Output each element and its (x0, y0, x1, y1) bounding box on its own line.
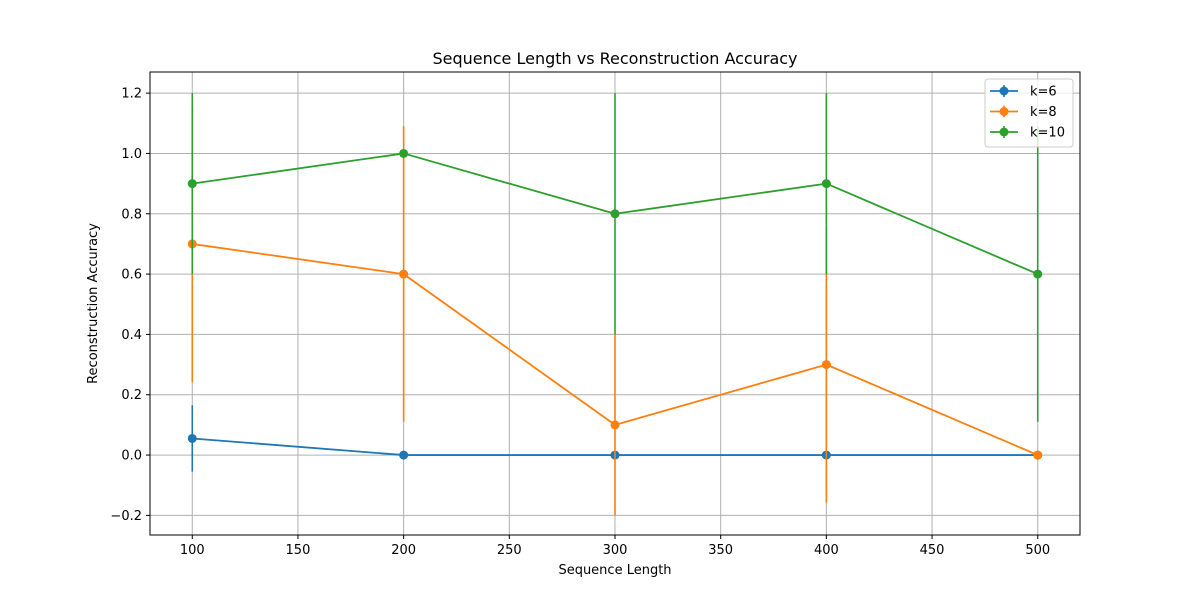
legend-label: k=8 (1030, 105, 1057, 120)
y-tick-label: 0.4 (121, 328, 142, 343)
y-tick-label: 1.0 (121, 147, 142, 162)
legend: k=6 k=8 k=10 (984, 78, 1074, 148)
y-tick-label: 1.2 (121, 87, 142, 102)
data-point (610, 420, 620, 430)
x-tick-label: 500 (1025, 543, 1050, 558)
data-point (1033, 450, 1043, 460)
data-point (187, 433, 197, 443)
x-tick-label: 100 (180, 543, 205, 558)
series-k=10 (187, 93, 1043, 422)
y-tick-label: 0.8 (121, 207, 142, 222)
y-axis-label: Reconstruction Accuracy (86, 223, 101, 384)
data-point (399, 269, 409, 279)
data-point (610, 209, 620, 219)
legend-swatch-marker (999, 107, 1009, 116)
legend-label: k=6 (1030, 85, 1057, 100)
y-tick-label: 0.0 (121, 449, 142, 464)
data-point (1033, 269, 1043, 279)
legend-swatch-marker (999, 86, 1009, 96)
legend-item-k=8: k=8 (990, 105, 1057, 120)
data-point (187, 179, 197, 189)
legend-item-k=6: k=6 (990, 85, 1057, 100)
data-series (187, 93, 1043, 516)
data-point (821, 360, 831, 370)
x-tick-label: 150 (286, 543, 311, 558)
series-k=8 (187, 105, 1043, 516)
x-tick-label: 400 (814, 543, 839, 558)
x-tick-label: 250 (497, 543, 522, 558)
data-point (821, 179, 831, 189)
x-tick-label: 200 (391, 543, 416, 558)
data-point (399, 148, 409, 158)
axis-ticks: 100 150 200 250 300 350 400 450 500 −0.2 0.0 0.2 0.4… (110, 87, 1050, 558)
x-tick-label: 350 (708, 543, 733, 558)
y-tick-label: 0.2 (121, 388, 142, 403)
legend-item-k=10: k=10 (990, 126, 1065, 141)
chart-title: Sequence Length vs Reconstruction Accura… (432, 49, 797, 68)
y-tick-label: 0.6 (121, 268, 142, 283)
x-tick-label: 300 (603, 543, 628, 558)
data-point (399, 450, 409, 460)
y-tick-label: −0.2 (110, 509, 142, 524)
x-tick-label: 450 (920, 543, 945, 558)
x-axis-label: Sequence Length (558, 563, 671, 578)
legend-label: k=10 (1030, 126, 1065, 141)
legend-swatch-marker (999, 127, 1009, 137)
